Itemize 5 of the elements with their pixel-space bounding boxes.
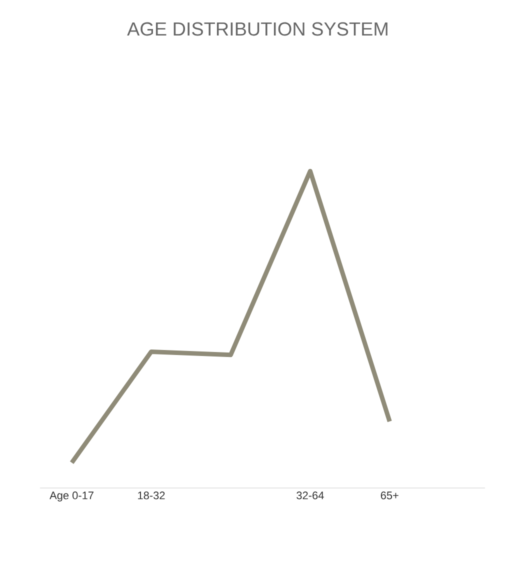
chart-title: AGE DISTRIBUTION SYSTEM — [127, 22, 388, 36]
x-tick-label: 65+ — [380, 492, 398, 500]
x-tick-label: Age 0-17 — [50, 492, 94, 502]
x-tick-label: 18-32 — [138, 492, 165, 500]
x-tick-label: 32-64 — [296, 492, 324, 500]
